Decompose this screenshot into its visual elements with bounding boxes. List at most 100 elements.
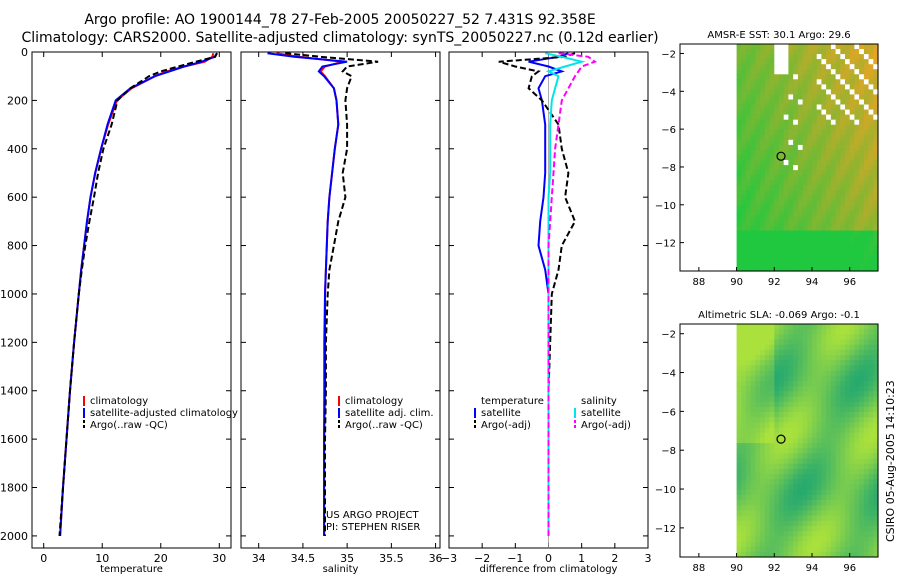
sla-map-cell <box>873 381 879 387</box>
sst-map-cell <box>807 155 813 161</box>
sla-map-cell <box>835 412 841 418</box>
sst-map-cell <box>750 64 756 70</box>
sst-map-cell <box>812 59 818 65</box>
sla-map-cell <box>807 334 813 341</box>
sst-map-cell <box>840 119 846 126</box>
sst-map-cell <box>736 195 742 201</box>
sst-map-cell <box>802 250 808 257</box>
sla-map-cell <box>769 360 775 366</box>
sla-map-cell <box>826 329 832 335</box>
sst-map-cell <box>769 235 775 242</box>
sla-map-cell <box>741 329 747 335</box>
sst-map-cell <box>835 124 841 131</box>
sst-map-cell <box>760 260 766 267</box>
sst-map-cell <box>816 250 822 257</box>
sst-map-cell <box>764 195 771 201</box>
sst-map-cell <box>807 210 813 217</box>
sst-map-cell <box>821 155 827 161</box>
sst-map-cell <box>764 255 771 262</box>
sst-map-cell <box>835 94 841 100</box>
sla-map-cell <box>868 324 874 330</box>
sst-map-cell <box>816 49 822 55</box>
sla-map-cell <box>764 375 771 382</box>
sst-map-cell <box>769 119 775 126</box>
sst-map-cell <box>736 170 742 176</box>
sst-map-cell <box>779 144 785 151</box>
sst-map-cell <box>812 165 818 171</box>
sst-map-cell <box>816 129 822 136</box>
sla-map-cell <box>755 334 761 341</box>
sst-map-cell <box>835 74 841 80</box>
sst-map-cell <box>845 170 851 176</box>
sst-map-cell <box>764 94 771 100</box>
sla-map-cell <box>736 412 742 418</box>
sla-map-cell <box>736 469 742 475</box>
sla-map-cell <box>797 500 804 506</box>
sla-map-cell <box>774 339 780 346</box>
sst-map-cell <box>788 210 794 217</box>
sla-map-cell <box>821 541 827 548</box>
sla-map-cell <box>736 370 742 377</box>
sla-map-cell <box>868 458 874 465</box>
sla-map-cell <box>797 365 804 372</box>
sla-map-cell <box>807 515 813 522</box>
sst-map-cell <box>736 185 742 191</box>
sla-map-cell <box>845 386 851 392</box>
sst-map-cell <box>830 180 837 186</box>
sst-map-cell <box>812 114 818 121</box>
sla-map-cell <box>859 349 865 356</box>
sla-map-cell <box>849 381 855 387</box>
sst-map-cell <box>736 94 742 100</box>
sla-map-cell <box>868 339 874 346</box>
sla-map-cell <box>816 324 822 330</box>
sla-map-cell <box>816 386 822 392</box>
sst-map-cell <box>868 195 874 201</box>
sla-map-cell <box>788 510 794 517</box>
sla-map-cell <box>816 458 822 465</box>
sla-map-cell <box>750 432 756 439</box>
sla-map-cell <box>793 339 799 346</box>
temperature-ytick-label: 800 <box>7 240 28 253</box>
sla-map-cell <box>769 339 775 346</box>
sst-map-cell <box>835 44 841 50</box>
sla-map-cell <box>840 551 846 558</box>
sst-map-cell <box>873 114 879 121</box>
sst-map-cell <box>821 64 827 70</box>
sst-map-cell <box>863 54 870 60</box>
sst-map-cell <box>873 49 879 55</box>
sst-map-cell <box>741 250 747 257</box>
sst-map-cell <box>774 144 780 151</box>
sst-map-cell <box>746 64 752 70</box>
sst-map-cell <box>779 84 785 90</box>
sst-map-cell <box>854 104 860 111</box>
sla-map-cell <box>830 391 837 398</box>
sla-map-cell <box>863 437 870 444</box>
sla-map-cell <box>741 515 747 522</box>
sla-map-cell <box>779 339 785 346</box>
sst-map-cell <box>835 255 841 262</box>
sst-map-cell <box>807 94 813 100</box>
sst-map-cell <box>764 44 771 50</box>
sla-map-cell <box>854 412 860 418</box>
sla-map-cell <box>802 489 808 496</box>
sla-map-cell <box>859 422 865 429</box>
sla-map-cell <box>755 427 761 434</box>
sla-map-cell <box>755 551 761 558</box>
sla-map-cell <box>821 463 827 470</box>
sst-map-cell <box>793 114 799 121</box>
sla-map-cell <box>802 437 808 444</box>
sla-map-cell <box>779 412 785 418</box>
sla-map-cell <box>854 427 860 434</box>
sst-map-cell <box>873 260 879 267</box>
sst-map-cell <box>859 59 865 65</box>
sla-map-cell <box>793 344 799 351</box>
sla-map-cell <box>840 484 846 491</box>
sla-map-cell <box>835 510 841 517</box>
sla-map-cell <box>821 329 827 335</box>
sst-map-cell <box>826 225 832 232</box>
sst-map-cell <box>816 119 822 126</box>
salinity-xtick-label: 34.5 <box>291 552 316 565</box>
sst-map-cell <box>868 266 874 272</box>
sla-map-cell <box>783 546 789 553</box>
salinity-series-argo-raw-qc- <box>285 52 379 536</box>
